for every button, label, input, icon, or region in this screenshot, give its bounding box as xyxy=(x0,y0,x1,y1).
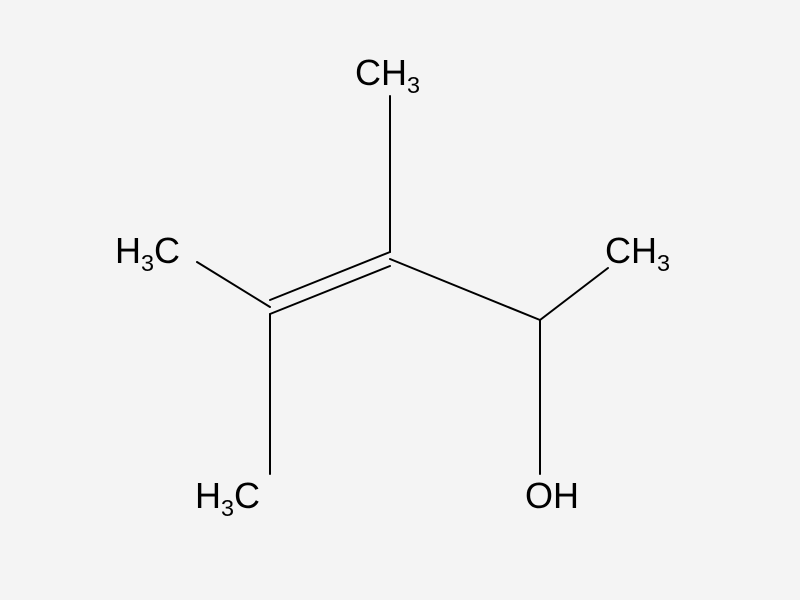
label-right-ch3-text: CH xyxy=(605,230,657,271)
chemical-structure-diagram: CH3 H3C CH3 H3C OH xyxy=(0,0,800,600)
bond-c3-to-c2 xyxy=(390,259,540,320)
bond-c3-c4-double-lower xyxy=(270,266,390,314)
label-top-ch3-sub: 3 xyxy=(407,72,420,98)
label-right-ch3-sub: 3 xyxy=(657,250,670,276)
label-bottom-oh-text: OH xyxy=(525,475,579,516)
label-top-ch3-text: CH xyxy=(355,52,407,93)
label-right-ch3: CH3 xyxy=(605,233,670,269)
label-left-h3c-leadsub: 3 xyxy=(141,250,154,276)
label-bottom-h3c-text: C xyxy=(234,475,260,516)
label-bottom-h3c-leadsub: 3 xyxy=(221,495,234,521)
label-bottom-oh: OH xyxy=(525,478,579,514)
label-left-h3c: H3C xyxy=(115,233,180,269)
label-bottom-h3c: H3C xyxy=(195,478,260,514)
label-top-ch3: CH3 xyxy=(355,55,420,91)
bond-c2-to-right-ch3 xyxy=(540,268,608,320)
label-left-h3c-text: C xyxy=(154,230,180,271)
label-bottom-h3c-lead: H xyxy=(195,475,221,516)
bond-c4-to-left-h3c xyxy=(197,262,270,307)
bond-c3-c4-double-upper xyxy=(270,252,390,300)
label-left-h3c-lead: H xyxy=(115,230,141,271)
